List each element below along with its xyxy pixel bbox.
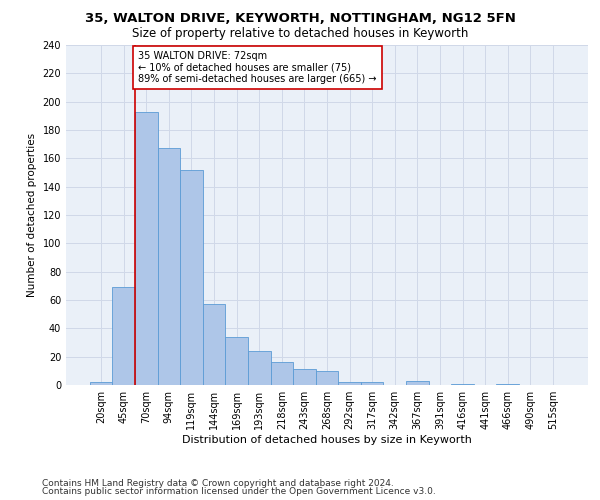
Bar bbox=[293, 370, 316, 385]
Bar bbox=[203, 304, 226, 385]
Text: Contains public sector information licensed under the Open Government Licence v3: Contains public sector information licen… bbox=[42, 487, 436, 496]
Bar bbox=[90, 382, 112, 385]
Bar bbox=[135, 112, 158, 385]
Text: 35 WALTON DRIVE: 72sqm
← 10% of detached houses are smaller (75)
89% of semi-det: 35 WALTON DRIVE: 72sqm ← 10% of detached… bbox=[139, 50, 377, 84]
Text: Contains HM Land Registry data © Crown copyright and database right 2024.: Contains HM Land Registry data © Crown c… bbox=[42, 478, 394, 488]
Bar bbox=[451, 384, 474, 385]
Bar bbox=[158, 148, 180, 385]
Bar bbox=[226, 337, 248, 385]
Bar bbox=[180, 170, 203, 385]
Bar bbox=[112, 287, 135, 385]
Text: 35, WALTON DRIVE, KEYWORTH, NOTTINGHAM, NG12 5FN: 35, WALTON DRIVE, KEYWORTH, NOTTINGHAM, … bbox=[85, 12, 515, 26]
Bar bbox=[271, 362, 293, 385]
Bar bbox=[406, 381, 428, 385]
X-axis label: Distribution of detached houses by size in Keyworth: Distribution of detached houses by size … bbox=[182, 435, 472, 445]
Bar bbox=[316, 371, 338, 385]
Y-axis label: Number of detached properties: Number of detached properties bbox=[27, 133, 37, 297]
Bar bbox=[496, 384, 519, 385]
Bar bbox=[361, 382, 383, 385]
Text: Size of property relative to detached houses in Keyworth: Size of property relative to detached ho… bbox=[132, 28, 468, 40]
Bar bbox=[338, 382, 361, 385]
Bar bbox=[248, 351, 271, 385]
